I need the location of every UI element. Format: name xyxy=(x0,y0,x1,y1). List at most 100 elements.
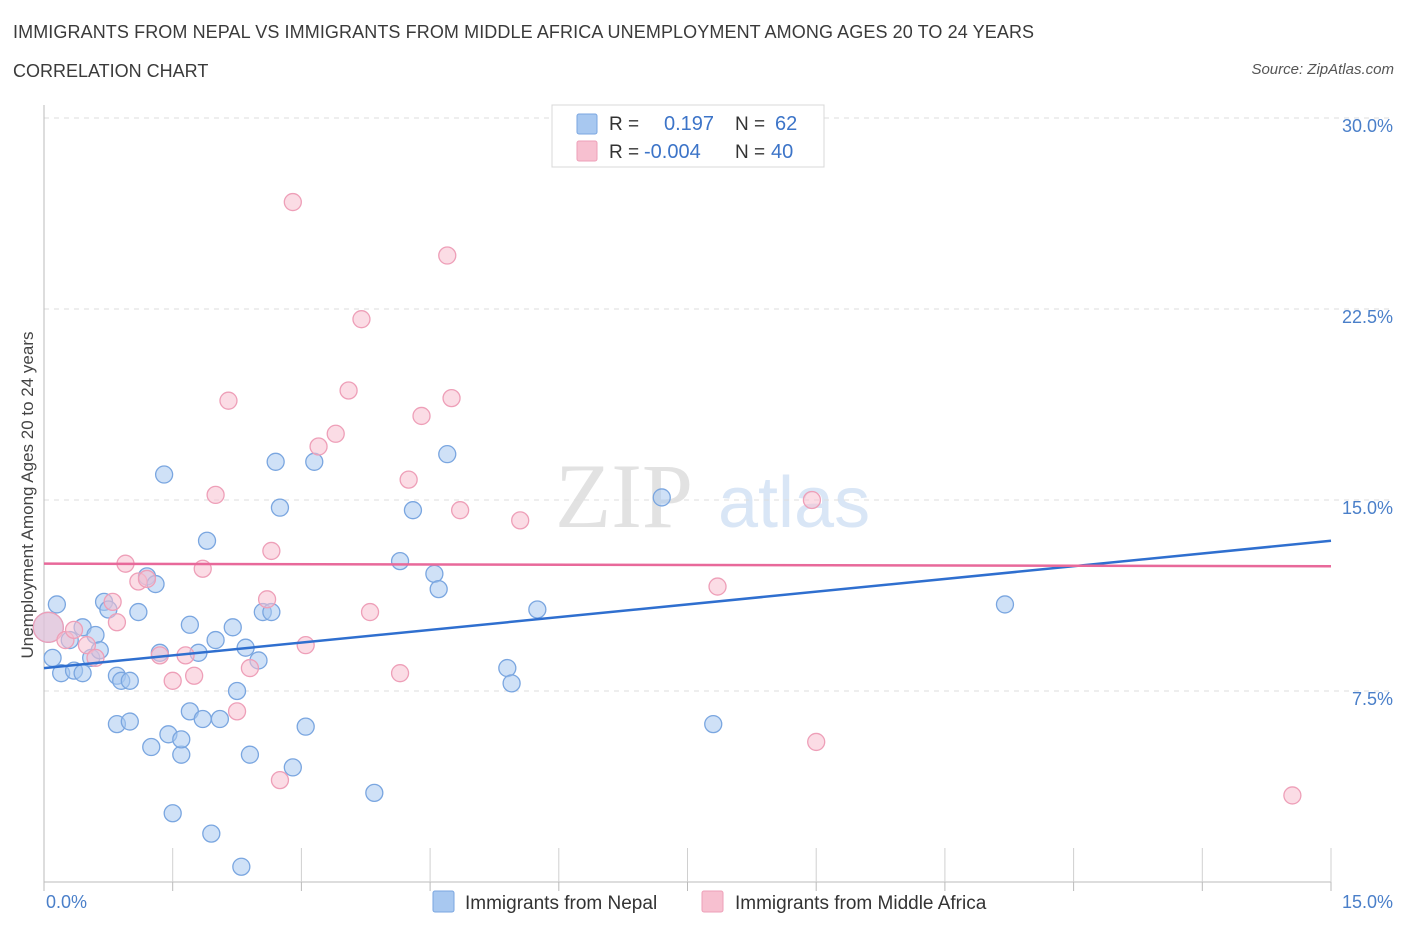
x-tick-label-min: 0.0% xyxy=(46,892,87,912)
legend-r-label-nepal: R = xyxy=(609,114,639,135)
y-tick-label-1: 15.0% xyxy=(1342,498,1393,518)
nepal-point-48 xyxy=(305,452,324,471)
nepal-point-59 xyxy=(704,714,723,734)
africa-point-18 xyxy=(240,658,260,678)
legend-n-label-africa: N = xyxy=(735,142,765,163)
nepal-point-31 xyxy=(193,709,212,729)
nepal-point-35 xyxy=(210,709,230,729)
bottom-legend-swatch-africa xyxy=(701,890,724,913)
africa-point-22 xyxy=(283,192,302,212)
africa-point-6 xyxy=(107,613,127,632)
watermark-zip: ZIP xyxy=(555,445,693,547)
nepal-point-33 xyxy=(202,824,221,843)
nepal-point-56 xyxy=(502,674,521,693)
nepal-point-40 xyxy=(240,745,260,764)
chart-title: IMMIGRANTS FROM NEPAL VS IMMIGRANTS FROM… xyxy=(13,22,1035,42)
x-ticks xyxy=(43,848,1332,891)
y-tick-labels: 7.5% 15.0% 22.5% 30.0% xyxy=(1342,116,1393,709)
series-africa-points xyxy=(32,192,1302,805)
africa-point-2 xyxy=(64,620,84,640)
nepal-point-60 xyxy=(995,595,1015,614)
africa-point-35 xyxy=(511,511,530,530)
nepal-point-45 xyxy=(270,498,290,517)
africa-point-19 xyxy=(257,590,277,609)
africa-point-21 xyxy=(270,770,290,790)
nepal-point-27 xyxy=(172,730,191,749)
africa-point-27 xyxy=(352,310,371,329)
nepal-point-7 xyxy=(73,664,92,683)
nepal-point-1 xyxy=(43,648,62,668)
africa-point-16 xyxy=(219,391,238,410)
nepal-point-25 xyxy=(163,804,182,823)
africa-point-30 xyxy=(399,470,418,489)
legend-r-value-nepal: 0.197 xyxy=(664,113,714,135)
trend-line-africa xyxy=(43,562,1332,568)
africa-point-38 xyxy=(807,732,826,752)
nepal-point-55 xyxy=(498,658,517,678)
africa-point-33 xyxy=(442,388,461,408)
y-tick-label-0: 7.5% xyxy=(1352,689,1393,709)
legend-r-value-africa: -0.004 xyxy=(644,141,701,163)
y-tick-label-2: 22.5% xyxy=(1342,307,1393,327)
africa-point-36 xyxy=(708,577,727,596)
trend-line-nepal xyxy=(43,539,1332,670)
africa-point-32 xyxy=(438,246,457,265)
nepal-point-26 xyxy=(172,745,191,764)
nepal-point-57 xyxy=(528,600,547,619)
africa-point-23 xyxy=(296,636,315,655)
africa-point-3 xyxy=(77,636,97,655)
y-tick-label-3: 30.0% xyxy=(1342,116,1393,136)
nepal-point-2 xyxy=(47,595,67,614)
nepal-point-29 xyxy=(180,615,200,634)
x-tick-label-max: 15.0% xyxy=(1342,892,1393,912)
africa-point-39 xyxy=(1283,786,1302,805)
africa-point-34 xyxy=(450,501,470,520)
nepal-point-44 xyxy=(266,452,285,471)
nepal-point-52 xyxy=(425,564,444,584)
nepal-point-46 xyxy=(283,758,302,777)
africa-point-20 xyxy=(262,541,281,561)
africa-point-5 xyxy=(103,592,122,612)
legend-n-value-africa: 40 xyxy=(771,141,793,163)
nepal-point-58 xyxy=(652,488,671,507)
africa-point-28 xyxy=(360,602,380,622)
africa-point-29 xyxy=(390,664,410,683)
africa-point-31 xyxy=(412,406,431,426)
africa-point-11 xyxy=(163,671,182,690)
nepal-point-37 xyxy=(227,681,247,701)
watermark: ZIP atlas xyxy=(555,445,870,547)
bottom-legend-label-africa: Immigrants from Middle Africa xyxy=(735,893,987,914)
africa-point-15 xyxy=(206,485,225,505)
africa-point-37 xyxy=(802,490,822,510)
grid xyxy=(44,117,1392,692)
correlation-legend: R = 0.197 N = 62 R = -0.004 N = 40 xyxy=(551,104,825,168)
legend-n-value-nepal: 62 xyxy=(775,113,797,135)
africa-point-17 xyxy=(227,702,247,721)
nepal-point-50 xyxy=(390,551,410,571)
nepal-point-49 xyxy=(365,783,384,803)
nepal-point-18 xyxy=(129,602,148,622)
nepal-point-36 xyxy=(223,618,242,637)
legend-swatch-africa xyxy=(576,140,598,162)
nepal-point-34 xyxy=(206,630,225,650)
africa-point-0 xyxy=(32,611,64,643)
legend-r-label-africa: R = xyxy=(609,142,639,163)
nepal-point-32 xyxy=(197,531,217,550)
series-legend: Immigrants from Nepal Immigrants from Mi… xyxy=(432,890,987,914)
nepal-point-54 xyxy=(438,445,457,464)
nepal-point-38 xyxy=(232,857,251,876)
chart-subtitle: CORRELATION CHART xyxy=(13,61,209,81)
legend-swatch-nepal xyxy=(576,113,598,135)
bottom-legend-swatch-nepal xyxy=(432,890,455,913)
africa-point-24 xyxy=(309,437,328,456)
nepal-point-16 xyxy=(120,671,139,690)
source-credit: Source: ZipAtlas.com xyxy=(1251,61,1394,78)
africa-point-13 xyxy=(184,666,204,685)
africa-point-26 xyxy=(339,381,358,400)
nepal-point-23 xyxy=(154,465,174,484)
nepal-point-20 xyxy=(142,737,161,757)
africa-point-9 xyxy=(137,569,157,589)
legend-n-label-nepal: N = xyxy=(735,114,765,135)
y-axis-label: Unemployment Among Ages 20 to 24 years xyxy=(18,332,37,659)
